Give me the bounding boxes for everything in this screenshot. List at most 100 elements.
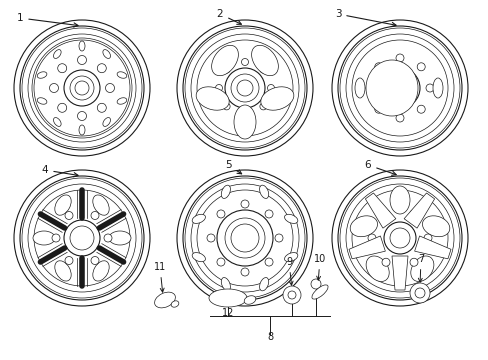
Circle shape: [64, 220, 100, 256]
Text: 1: 1: [17, 13, 78, 27]
Circle shape: [381, 210, 389, 218]
Ellipse shape: [53, 118, 61, 126]
Circle shape: [65, 211, 73, 220]
Circle shape: [365, 84, 373, 92]
Circle shape: [395, 54, 403, 62]
Ellipse shape: [102, 118, 110, 126]
Circle shape: [91, 257, 99, 265]
Ellipse shape: [196, 87, 229, 110]
Ellipse shape: [260, 87, 293, 110]
Circle shape: [264, 258, 272, 266]
Text: 11: 11: [154, 262, 166, 292]
Circle shape: [379, 68, 419, 108]
Circle shape: [409, 210, 417, 218]
Circle shape: [104, 234, 112, 242]
Circle shape: [241, 200, 248, 208]
Ellipse shape: [354, 78, 364, 98]
Circle shape: [241, 268, 248, 276]
Circle shape: [77, 55, 86, 64]
Ellipse shape: [192, 253, 205, 262]
Circle shape: [383, 222, 415, 254]
Ellipse shape: [79, 41, 85, 51]
Ellipse shape: [251, 45, 278, 76]
Circle shape: [91, 211, 99, 220]
Ellipse shape: [208, 289, 246, 307]
Ellipse shape: [55, 261, 71, 281]
Ellipse shape: [117, 98, 126, 104]
Circle shape: [217, 210, 272, 266]
Circle shape: [217, 210, 224, 218]
Circle shape: [374, 105, 382, 113]
Ellipse shape: [211, 45, 238, 76]
Ellipse shape: [259, 185, 268, 198]
Ellipse shape: [221, 278, 230, 291]
Circle shape: [395, 114, 403, 122]
Circle shape: [52, 234, 60, 242]
Circle shape: [58, 103, 66, 112]
Circle shape: [416, 63, 425, 71]
Polygon shape: [414, 236, 450, 259]
Ellipse shape: [366, 256, 388, 282]
Ellipse shape: [221, 185, 230, 198]
Ellipse shape: [284, 253, 297, 262]
Polygon shape: [348, 236, 385, 259]
Ellipse shape: [171, 301, 179, 307]
Circle shape: [217, 258, 224, 266]
Ellipse shape: [311, 285, 327, 299]
Circle shape: [283, 286, 301, 304]
Ellipse shape: [37, 72, 47, 78]
Text: 5: 5: [224, 160, 241, 174]
Ellipse shape: [244, 296, 255, 304]
Text: 8: 8: [266, 332, 272, 342]
Circle shape: [241, 58, 248, 66]
Circle shape: [374, 63, 382, 71]
Ellipse shape: [410, 256, 433, 282]
Text: 3: 3: [334, 9, 395, 27]
Circle shape: [409, 283, 429, 303]
Text: 10: 10: [313, 254, 325, 280]
Text: 4: 4: [41, 165, 78, 177]
Circle shape: [381, 258, 389, 266]
Circle shape: [274, 234, 283, 242]
Circle shape: [416, 105, 425, 113]
Polygon shape: [403, 193, 434, 228]
Circle shape: [259, 66, 266, 73]
Ellipse shape: [154, 292, 175, 308]
Ellipse shape: [102, 50, 110, 58]
Circle shape: [97, 103, 106, 112]
Circle shape: [58, 64, 66, 73]
Text: 12: 12: [222, 308, 234, 318]
Circle shape: [223, 66, 230, 73]
Text: 7: 7: [417, 254, 423, 282]
Circle shape: [241, 111, 248, 117]
Ellipse shape: [284, 214, 297, 224]
Ellipse shape: [365, 60, 417, 116]
Polygon shape: [365, 193, 395, 228]
Ellipse shape: [79, 125, 85, 135]
Circle shape: [215, 85, 222, 91]
Circle shape: [423, 234, 431, 242]
Circle shape: [77, 112, 86, 121]
Circle shape: [259, 103, 266, 110]
Ellipse shape: [422, 216, 449, 237]
Ellipse shape: [53, 50, 61, 58]
Circle shape: [105, 84, 114, 93]
Ellipse shape: [389, 186, 409, 214]
Text: 2: 2: [216, 9, 241, 24]
Circle shape: [425, 84, 433, 92]
Circle shape: [224, 68, 264, 108]
Circle shape: [49, 84, 59, 93]
Ellipse shape: [310, 279, 320, 289]
Ellipse shape: [117, 72, 126, 78]
Ellipse shape: [93, 261, 109, 281]
Circle shape: [223, 103, 230, 110]
Ellipse shape: [37, 98, 47, 104]
Circle shape: [97, 64, 106, 73]
Ellipse shape: [109, 231, 131, 245]
Ellipse shape: [192, 214, 205, 224]
Circle shape: [206, 234, 215, 242]
Ellipse shape: [93, 195, 109, 215]
Ellipse shape: [259, 278, 268, 291]
Polygon shape: [391, 256, 407, 290]
Circle shape: [65, 257, 73, 265]
